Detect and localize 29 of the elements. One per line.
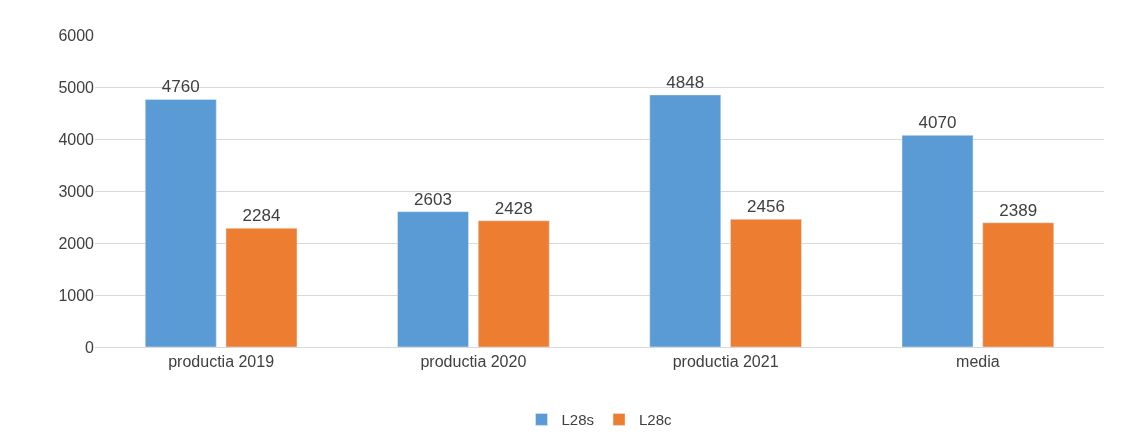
data-label: 4848 <box>666 72 705 92</box>
y-tick-label: 6000 <box>58 26 95 44</box>
y-tick-label: 0 <box>85 338 95 356</box>
y-tick-label: 2000 <box>58 234 95 252</box>
data-label: 2603 <box>414 189 452 209</box>
data-label: 4760 <box>161 77 200 97</box>
bar <box>477 220 550 347</box>
x-tick-label: productia 2020 <box>420 353 527 371</box>
bar <box>225 227 298 347</box>
data-label: 2428 <box>494 198 533 218</box>
bar <box>649 94 722 347</box>
legend-label: L28s <box>561 411 595 429</box>
y-tick-label: 1000 <box>58 286 95 304</box>
y-tick-label: 4000 <box>58 130 95 148</box>
y-tick-label: 3000 <box>58 182 95 200</box>
x-tick-label: productia 2021 <box>672 353 779 371</box>
bar <box>901 135 974 347</box>
bar <box>730 219 802 347</box>
data-label: 2284 <box>242 206 281 226</box>
x-tick-label: media <box>956 353 1000 371</box>
x-tick-label: productia 2019 <box>168 353 275 371</box>
bar <box>145 99 217 347</box>
legend-label: L28c <box>639 411 673 429</box>
bar <box>397 211 469 347</box>
data-label: 2389 <box>999 200 1038 220</box>
data-label: 2456 <box>747 197 785 217</box>
data-label: 4070 <box>918 113 957 133</box>
y-tick-label: 5000 <box>58 78 95 96</box>
bar <box>982 222 1054 347</box>
